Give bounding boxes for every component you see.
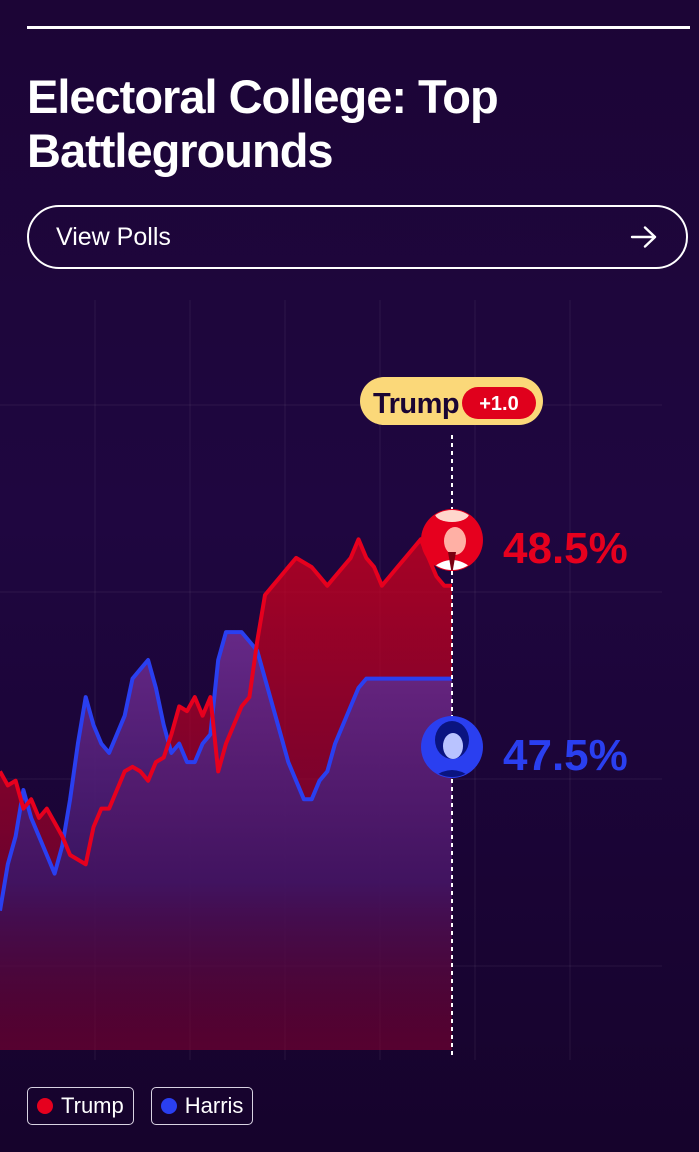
view-polls-button[interactable]: View Polls <box>27 205 688 269</box>
legend-item-harris[interactable]: Harris <box>150 1087 254 1125</box>
poll-chart: Trump +1.0 48.5% 47.5% <box>0 300 662 1060</box>
top-divider <box>27 26 690 29</box>
harris-avatar-icon <box>421 716 483 778</box>
trump-value-label: 48.5% <box>503 524 628 573</box>
arrow-right-icon <box>630 226 658 248</box>
view-polls-label: View Polls <box>56 222 171 251</box>
legend-label-trump: Trump <box>61 1093 124 1118</box>
trump-series-line <box>0 537 452 867</box>
harris-series-line <box>0 630 452 912</box>
legend-item-trump[interactable]: Trump <box>27 1087 134 1125</box>
margin-pill <box>462 387 536 419</box>
trump-dot-icon <box>37 1098 53 1114</box>
chart-legend: Trump Harris <box>27 1087 254 1125</box>
harris-dot-icon <box>160 1098 177 1114</box>
trump-avatar-icon <box>421 509 483 571</box>
legend-label-harris: Harris <box>184 1093 244 1118</box>
page-title: Electoral College: Top Battlegrounds <box>27 70 499 177</box>
leader-name: Trump <box>373 388 459 420</box>
harris-value-label: 47.5% <box>503 731 628 780</box>
leader-margin: +1.0 <box>479 393 518 415</box>
harris-area-fill <box>0 632 452 1050</box>
leader-badge: Trump +1.0 <box>360 377 543 425</box>
